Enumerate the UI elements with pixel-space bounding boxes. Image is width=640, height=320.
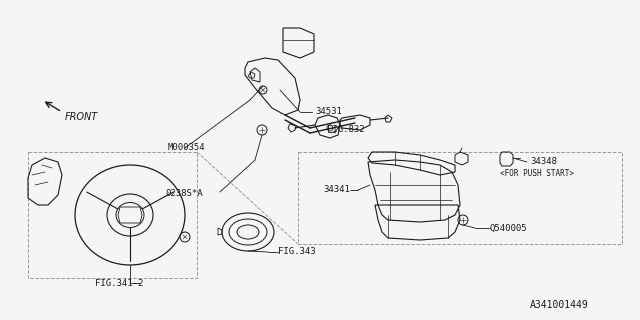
Text: FIG.832: FIG.832 [327,125,365,134]
Text: FIG.343: FIG.343 [278,247,316,257]
Text: 0238S*A: 0238S*A [165,188,203,197]
Text: 34348: 34348 [530,157,557,166]
Text: M000354: M000354 [168,143,205,153]
Text: Q540005: Q540005 [490,223,527,233]
Text: A341001449: A341001449 [530,300,589,310]
Text: <FOR PUSH START>: <FOR PUSH START> [500,170,574,179]
Text: FIG.341-2: FIG.341-2 [95,278,143,287]
Text: FRONT: FRONT [65,112,99,122]
Text: 34341: 34341 [323,186,350,195]
Text: 34531: 34531 [315,108,342,116]
